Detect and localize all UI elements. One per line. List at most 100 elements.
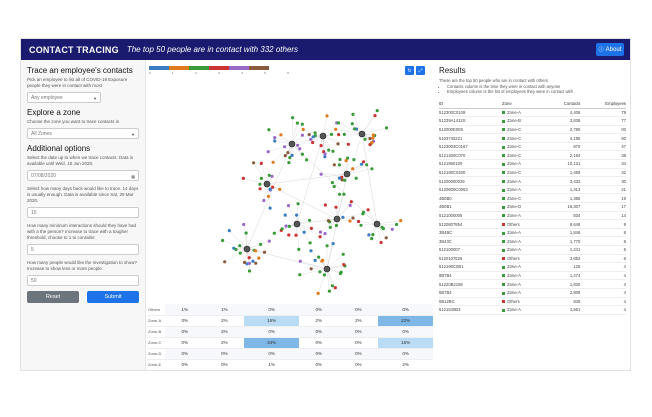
network-node[interactable]	[395, 222, 399, 227]
network-node[interactable]	[296, 202, 300, 206]
network-node[interactable]	[346, 156, 350, 160]
network-hub-node[interactable]	[358, 130, 366, 138]
network-node[interactable]	[349, 200, 353, 204]
table-row[interactable]: 9B7B4 Zone-A 1,474 4	[439, 271, 626, 281]
network-node[interactable]	[375, 109, 379, 113]
network-node[interactable]	[343, 178, 347, 182]
network-node[interactable]	[323, 152, 327, 156]
network-node[interactable]	[301, 127, 305, 132]
network-hub-node[interactable]	[373, 220, 381, 228]
employee-select[interactable]: Any employee ▼	[27, 92, 101, 103]
network-node[interactable]	[309, 137, 313, 141]
expand-icon[interactable]: ⤢	[416, 66, 425, 75]
table-row[interactable]: 512000E00S Zone-C 2,790 00	[439, 125, 626, 135]
network-node[interactable]	[384, 236, 388, 240]
network-node[interactable]	[319, 172, 323, 176]
network-node[interactable]	[309, 249, 313, 253]
table-row[interactable]: 51220B2158 Zone-A 1,830 4	[439, 279, 626, 289]
network-node[interactable]	[336, 121, 340, 125]
network-node[interactable]	[366, 208, 370, 212]
network-node[interactable]	[273, 136, 277, 140]
network-node[interactable]	[286, 151, 290, 155]
network-node[interactable]	[350, 122, 354, 126]
network-node[interactable]	[298, 259, 302, 263]
table-row[interactable]: 5121400C070 Zone-C 2,184 38	[439, 150, 626, 161]
network-node[interactable]	[329, 132, 334, 136]
network-node[interactable]	[379, 240, 383, 245]
contact-network-graph[interactable]	[147, 74, 433, 302]
network-node[interactable]	[290, 153, 294, 157]
network-hub-node[interactable]	[243, 245, 251, 253]
network-node[interactable]	[247, 261, 251, 265]
network-node[interactable]	[381, 227, 385, 231]
network-node[interactable]	[323, 203, 327, 207]
network-node[interactable]	[371, 233, 375, 237]
network-node[interactable]	[321, 258, 325, 262]
table-row[interactable]: 5121000005 Zone-A 834 14	[439, 211, 626, 221]
network-node[interactable]	[284, 224, 288, 228]
network-node[interactable]	[334, 205, 338, 209]
network-node[interactable]	[283, 213, 287, 217]
table-row[interactable]: 512190C0B1 Zone-A 125 4	[439, 262, 626, 272]
network-node[interactable]	[270, 174, 274, 178]
network-node[interactable]	[266, 194, 271, 198]
network-node[interactable]	[334, 223, 338, 228]
network-node[interactable]	[254, 249, 258, 253]
network-node[interactable]	[337, 163, 341, 167]
network-node[interactable]	[370, 141, 374, 145]
col-contacts[interactable]: Contacts	[543, 98, 581, 109]
network-node[interactable]	[296, 143, 300, 147]
network-node[interactable]	[242, 260, 247, 264]
network-node[interactable]	[295, 121, 299, 125]
network-node[interactable]	[254, 261, 258, 265]
network-node[interactable]	[370, 237, 374, 241]
network-node[interactable]	[271, 185, 275, 189]
network-node[interactable]	[221, 238, 225, 243]
network-node[interactable]	[223, 260, 227, 264]
network-node[interactable]	[359, 223, 363, 227]
network-node[interactable]	[311, 140, 315, 145]
network-node[interactable]	[323, 232, 327, 236]
network-node[interactable]	[336, 142, 340, 146]
network-node[interactable]	[316, 291, 320, 295]
network-node[interactable]	[327, 148, 331, 152]
network-node[interactable]	[360, 162, 364, 166]
network-node[interactable]	[287, 224, 291, 228]
network-node[interactable]	[258, 182, 262, 186]
col-zone[interactable]: Zone	[502, 98, 544, 109]
network-node[interactable]	[368, 143, 372, 147]
network-hub-node[interactable]	[333, 215, 341, 223]
network-node[interactable]	[340, 178, 344, 182]
network-node[interactable]	[267, 128, 271, 132]
network-node[interactable]	[334, 127, 338, 131]
network-node[interactable]	[308, 241, 312, 245]
table-row[interactable]: 512100007 Zone-A 1,241 6	[439, 245, 626, 255]
network-node[interactable]	[351, 112, 355, 116]
network-node[interactable]	[287, 161, 291, 165]
network-node[interactable]	[308, 218, 312, 222]
table-row[interactable]: 4B0B0 Zone-C 1,385 19	[439, 193, 626, 204]
network-node[interactable]	[313, 131, 317, 135]
network-node[interactable]	[325, 114, 329, 118]
min-interactions-input[interactable]: 5	[27, 244, 139, 255]
network-node[interactable]	[361, 210, 366, 214]
network-node[interactable]	[330, 284, 334, 288]
network-node[interactable]	[318, 270, 322, 274]
table-row[interactable]: 5B7B4 Zone-A 2,806 4	[439, 288, 626, 298]
table-row[interactable]: 4B0B1 Zone-D 16,307 17	[439, 202, 626, 212]
network-node[interactable]	[309, 267, 313, 271]
table-row[interactable]: 5123003C0167 Zone-C 870 47	[439, 142, 626, 152]
refresh-icon[interactable]: ↻	[405, 66, 414, 75]
network-hub-node[interactable]	[293, 220, 301, 228]
network-node[interactable]	[357, 219, 361, 224]
network-hub-node[interactable]	[323, 265, 331, 273]
network-node[interactable]	[352, 127, 356, 131]
table-row[interactable]: 5120600C0063 Zone-A 1,313 21	[439, 185, 626, 195]
table-row[interactable]: 5B12BC Others 845 4	[439, 297, 626, 307]
network-node[interactable]	[367, 233, 371, 237]
network-node[interactable]	[273, 139, 277, 143]
network-node[interactable]	[259, 176, 263, 180]
network-node[interactable]	[272, 231, 276, 235]
network-node[interactable]	[339, 270, 343, 274]
network-node[interactable]	[371, 133, 375, 137]
